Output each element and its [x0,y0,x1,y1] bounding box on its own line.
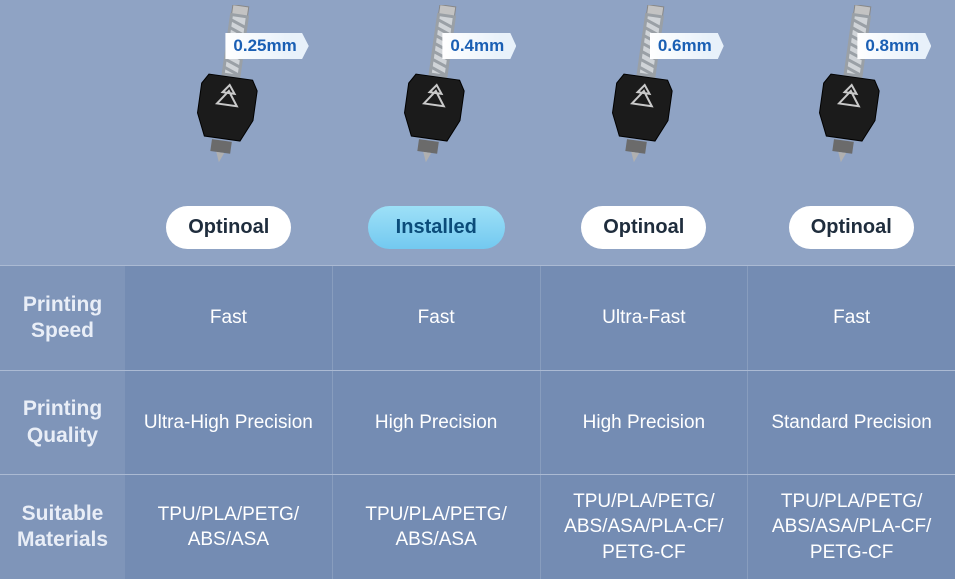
cell-speed-0: Fast [125,266,332,370]
row-header-speed: Printing Speed [0,266,125,370]
nozzle-graphic-0: 0.25mm [169,5,289,175]
row-header-materials: Suitable Materials [0,475,125,579]
cell-quality-0: Ultra-High Precision [125,371,332,475]
nozzle-col-3: 0.8mm [748,0,955,190]
row-header-quality: Printing Quality [0,371,125,475]
table-body: Printing Speed Fast Fast Ultra-Fast Fast… [0,265,955,579]
status-cells: Optinoal Installed Optinoal Optinoal [125,206,955,249]
cell-speed-1: Fast [332,266,540,370]
nozzle-comparison-table: 0.25mm [0,0,955,579]
size-tag-1: 0.4mm [442,33,516,59]
status-row: Optinoal Installed Optinoal Optinoal [0,190,955,265]
cell-materials-0: TPU/PLA/PETG/ ABS/ASA [125,475,332,579]
nozzle-col-1: 0.4mm [333,0,541,190]
cell-speed-3: Fast [747,266,955,370]
header-spacer [0,0,125,190]
nozzle-graphic-3: 0.8mm [791,5,911,175]
cell-materials-2: TPU/PLA/PETG/ ABS/ASA/PLA-CF/ PETG-CF [540,475,748,579]
nozzle-col-0: 0.25mm [125,0,333,190]
status-cell-0: Optinoal [125,206,333,249]
cell-materials-1: TPU/PLA/PETG/ ABS/ASA [332,475,540,579]
cell-quality-3: Standard Precision [747,371,955,475]
size-tag-3: 0.8mm [857,33,931,59]
size-tag-2: 0.6mm [650,33,724,59]
cell-quality-1: High Precision [332,371,540,475]
cell-quality-2: High Precision [540,371,748,475]
nozzle-col-2: 0.6mm [540,0,748,190]
nozzle-graphic-2: 0.6mm [584,5,704,175]
status-pill-3[interactable]: Optinoal [789,206,914,249]
status-pill-1[interactable]: Installed [368,206,505,249]
cell-speed-2: Ultra-Fast [540,266,748,370]
status-cell-1: Installed [333,206,541,249]
status-pill-2[interactable]: Optinoal [581,206,706,249]
status-cell-3: Optinoal [748,206,955,249]
nozzle-graphic-1: 0.4mm [376,5,496,175]
status-cell-2: Optinoal [540,206,748,249]
cell-materials-3: TPU/PLA/PETG/ ABS/ASA/PLA-CF/ PETG-CF [747,475,955,579]
status-pill-0[interactable]: Optinoal [166,206,291,249]
row-speed: Printing Speed Fast Fast Ultra-Fast Fast [0,265,955,370]
nozzle-header-row: 0.25mm [0,0,955,190]
row-quality: Printing Quality Ultra-High Precision Hi… [0,370,955,475]
row-materials: Suitable Materials TPU/PLA/PETG/ ABS/ASA… [0,474,955,579]
nozzle-cells: 0.25mm [125,0,955,190]
size-tag-0: 0.25mm [225,33,308,59]
